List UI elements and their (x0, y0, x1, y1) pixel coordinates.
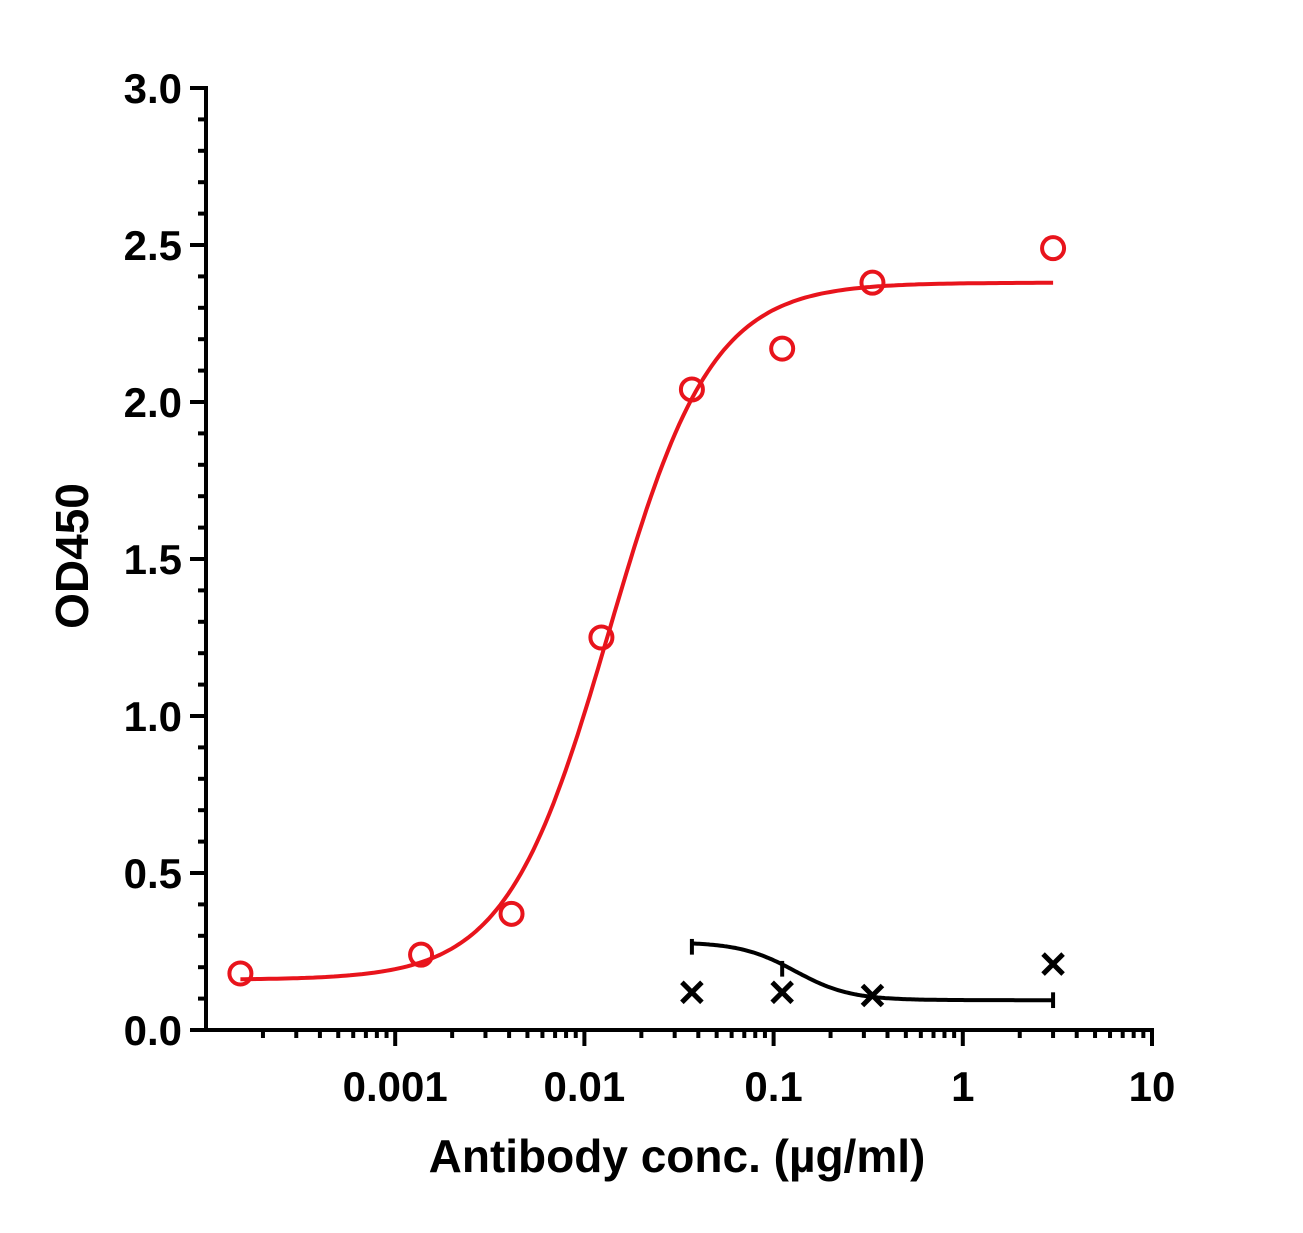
x-axis: 0.001 0.01 0.1 1 10 (204, 1028, 1176, 1110)
data-point-x (770, 980, 794, 1005)
x-tick-label: 10 (1129, 1063, 1176, 1110)
x-axis-label: Antibody conc. (µg/ml) (429, 1130, 926, 1182)
data-point-circle (498, 900, 525, 927)
data-point-circle (859, 269, 886, 296)
x-tick-label: 0.1 (744, 1063, 802, 1110)
y-axis-label: OD450 (46, 483, 98, 629)
fit-curves (240, 280, 1056, 1009)
data-point-x-stroke (860, 983, 885, 1008)
y-tick-label: 2.5 (124, 222, 182, 269)
data-point-circle (678, 376, 705, 403)
y-tick-label: 0.0 (124, 1007, 182, 1054)
data-point-circle (227, 960, 254, 987)
data-point-x (860, 983, 885, 1008)
data-point-x-stroke (680, 980, 704, 1005)
data-point-circle (1040, 235, 1067, 262)
fit-curve-1 (240, 280, 1054, 982)
x-tick-label: 0.001 (343, 1063, 448, 1110)
fit-curve-2 (691, 941, 1054, 1003)
x-tick-label: 0.01 (544, 1063, 626, 1110)
y-tick-label: 3.0 (124, 65, 182, 112)
x-tick-label: 1 (951, 1063, 974, 1110)
data-points (227, 235, 1067, 1008)
data-point-circle (408, 941, 435, 968)
y-tick-label: 0.5 (124, 850, 182, 897)
data-point-x-stroke (1041, 952, 1065, 976)
y-axis: 0.0 0.5 1.0 1.5 2.0 2.5 3.0 (124, 65, 208, 1054)
y-tick-label: 1.0 (124, 693, 182, 740)
data-point-circle (769, 335, 796, 362)
data-point-x (1041, 952, 1065, 976)
y-tick-label: 2.0 (124, 379, 182, 426)
data-point-x (680, 980, 704, 1005)
data-point-circle (588, 624, 615, 651)
y-tick-label: 1.5 (124, 536, 182, 583)
data-point-x-stroke (770, 980, 794, 1005)
